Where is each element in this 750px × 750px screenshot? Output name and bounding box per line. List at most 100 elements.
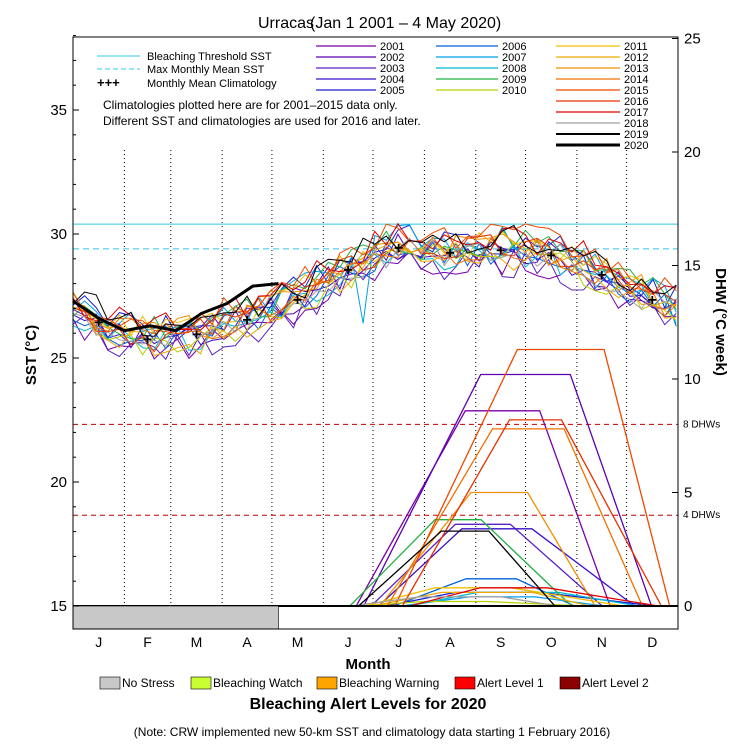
legend-label-2001: 2001 [380, 41, 404, 53]
alert-swatch [99, 676, 121, 690]
legend-label-2006: 2006 [502, 41, 526, 53]
alert-swatch [454, 676, 476, 690]
sst-line-2010 [72, 242, 677, 356]
legend-label-2005: 2005 [380, 85, 404, 97]
climatology-marker: + [547, 247, 556, 264]
month-gridlines [123, 150, 628, 606]
legend-label-2007: 2007 [502, 52, 526, 64]
sst-line-2020 [72, 282, 279, 333]
legend-label-2003: 2003 [380, 63, 404, 75]
legend-label-2011: 2011 [624, 41, 648, 53]
month-tick-label: O [546, 634, 557, 650]
month-tick-label: S [496, 634, 505, 650]
axes: 15 20 25 30 35 0 5 10 15 20 25 J F M A M J J A S O N D [50, 31, 700, 651]
climatology-marker: + [143, 332, 152, 349]
sst-line-2011 [72, 230, 677, 337]
legend-label-2020: 2020 [624, 140, 648, 152]
legend-clim-swatch: +++ [97, 75, 120, 90]
alert-swatch [559, 676, 581, 690]
climatology-marker: + [192, 327, 201, 344]
legend-label-2013: 2013 [624, 63, 648, 75]
chart-title-site: Urracas [258, 15, 314, 32]
month-tick-label: A [242, 634, 252, 650]
dhw-tick-label: 25 [684, 31, 701, 48]
alert-label: Bleaching Watch [213, 676, 303, 690]
legend-label-2015: 2015 [624, 85, 648, 97]
month-tick-label: J [395, 634, 402, 650]
alert-swatch [190, 676, 212, 690]
footnote: (Note: CRW implemented new 50-km SST and… [134, 725, 610, 739]
alert-bar-2020 [72, 605, 279, 630]
climatology-note-2: Different SST and climatologies are used… [103, 114, 421, 128]
alert-swatch [316, 676, 338, 690]
climatology-marker: + [496, 242, 505, 259]
sst-tick-label: 15 [50, 598, 67, 615]
legend-label-2016: 2016 [624, 96, 648, 108]
dhw4-label: 4 DHWs [683, 510, 720, 521]
legend-label-2004: 2004 [380, 74, 404, 86]
y-axis-label-right: DHW (°C week) [712, 268, 729, 376]
legend-label-2010: 2010 [502, 85, 526, 97]
sst-line-2019 [72, 224, 677, 337]
dhw-series [73, 348, 678, 607]
legend-label-2008: 2008 [502, 63, 526, 75]
alert-label: No Stress [122, 676, 175, 690]
legend-label-2012: 2012 [624, 52, 648, 64]
alert-label: Alert Level 1 [477, 676, 544, 690]
y-axis-label-left: SST (°C) [23, 325, 40, 385]
legend-label-2017: 2017 [624, 107, 648, 119]
legend-label-2019: 2019 [624, 129, 648, 141]
chart-title-range: (Jan 1 2001 – 4 May 2020) [310, 15, 501, 32]
alert-label: Alert Level 2 [582, 676, 649, 690]
climatology-marker: + [94, 314, 103, 331]
climatology-note-1: Climatologies plotted here are for 2001–… [103, 98, 398, 112]
climatology-marker: + [597, 267, 606, 284]
dhw-tick-label: 15 [684, 258, 701, 275]
climatology-marker: + [445, 245, 454, 262]
legend-clim-label: Monthly Mean Climatology [147, 78, 277, 90]
climatology-marker: + [648, 292, 657, 309]
month-tick-label: A [445, 634, 455, 650]
dhw-tick-label: 20 [684, 144, 701, 161]
month-tick-label: M [292, 634, 304, 650]
month-tick-label: F [143, 634, 152, 650]
legend-mmm-label: Max Monthly Mean SST [147, 64, 265, 76]
legend-label-2002: 2002 [380, 52, 404, 64]
climatology-marker: + [293, 292, 302, 309]
legend-threshold-label: Bleaching Threshold SST [147, 51, 272, 63]
month-tick-label: N [597, 634, 607, 650]
legend-label-2014: 2014 [624, 74, 648, 86]
alert-levels-title: Bleaching Alert Levels for 2020 [250, 696, 487, 713]
dhw-tick-label: 10 [684, 371, 701, 388]
monthly-mean-climatology: + + + + + + + + + + + + [94, 240, 657, 349]
month-tick-label: J [95, 634, 102, 650]
legend-label-2009: 2009 [502, 74, 526, 86]
climatology-marker: + [343, 262, 352, 279]
climatology-marker: + [394, 240, 403, 257]
sst-tick-label: 35 [50, 102, 67, 119]
dhw-tick-label: 0 [684, 598, 692, 615]
sst-tick-label: 20 [50, 474, 67, 491]
sst-line-2003 [72, 249, 677, 361]
month-tick-label: J [345, 634, 352, 650]
sst-tick-label: 30 [50, 226, 67, 243]
sst-line-2018 [72, 237, 677, 347]
month-tick-label: M [191, 634, 203, 650]
legend-label-2018: 2018 [624, 118, 648, 130]
x-axis-label: Month [346, 656, 391, 673]
climatology-marker: + [242, 312, 251, 329]
alert-level-legend: No Stress Bleaching Watch Bleaching Warnin… [99, 676, 649, 690]
sst-series [72, 222, 677, 361]
sst-tick-label: 25 [50, 350, 67, 367]
alert-label: Bleaching Warning [339, 676, 439, 690]
alert-bar-no-stress [72, 605, 279, 630]
reference-lines: 8 DHWs 4 DHWs [73, 223, 720, 521]
sst-line-2017 [72, 222, 677, 331]
dhw8-label: 8 DHWs [683, 419, 720, 430]
month-tick-label: D [647, 634, 657, 650]
sst-line-2015 [72, 223, 677, 335]
dhw-tick-label: 5 [684, 485, 692, 502]
